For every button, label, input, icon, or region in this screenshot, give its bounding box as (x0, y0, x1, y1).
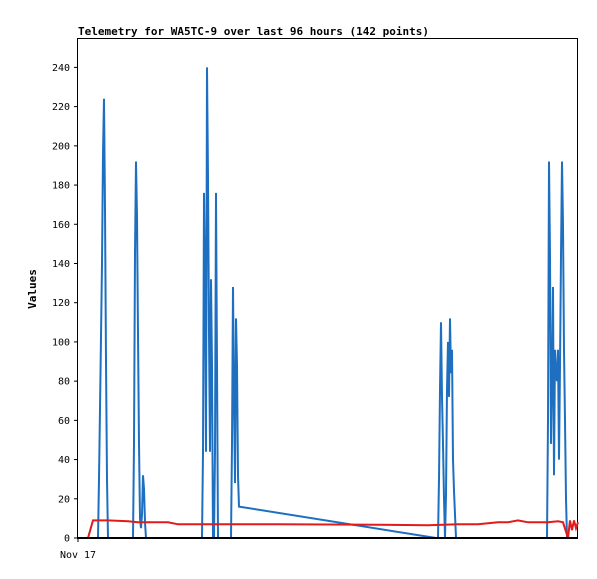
y-axis-label: Values (26, 269, 39, 309)
series-lines (78, 67, 579, 539)
chart-title: Telemetry for WA5TC-9 over last 96 hours… (78, 25, 429, 38)
y-tick-label: 140 (52, 259, 70, 270)
plot-area (77, 38, 578, 539)
y-axis: 0 20 40 60 80 100 120 140 160 180 200 220 240 (52, 63, 78, 545)
y-tick-label: 220 (52, 102, 70, 113)
y-tick-label: 100 (52, 337, 70, 348)
y-tick-label: 0 (64, 534, 70, 545)
y-tick-label: 60 (58, 416, 70, 427)
y-tick-label: 40 (58, 455, 70, 466)
y-tick-label: 180 (52, 181, 70, 192)
series-line-1 (88, 67, 568, 539)
y-tick-label: 20 (58, 494, 70, 505)
series-line-2 (87, 519, 579, 539)
y-tick-label: 200 (52, 141, 70, 152)
y-tick-label: 240 (52, 63, 70, 74)
y-tick-label: 120 (52, 298, 70, 309)
y-tick-label: 160 (52, 220, 70, 231)
x-tick-label: Nov 17 (60, 550, 96, 561)
y-tick-label: 80 (58, 377, 70, 388)
